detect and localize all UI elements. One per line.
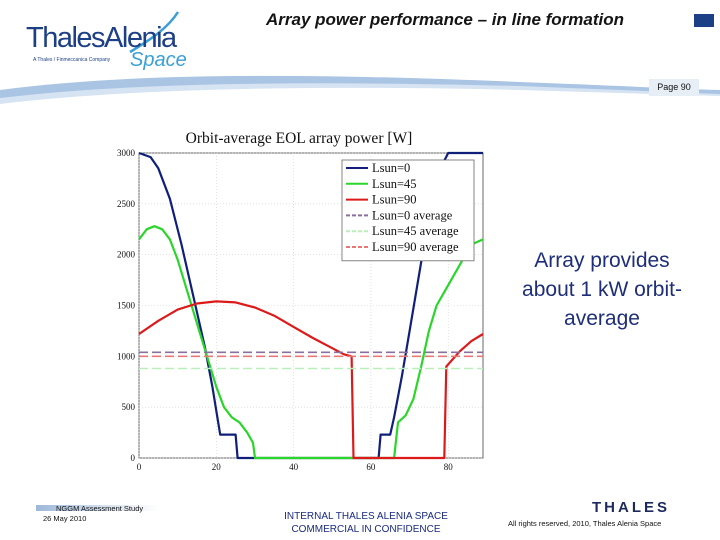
- y-tick-label: 2500: [117, 199, 136, 209]
- footer-rights: All rights reserved, 2010, Thales Alenia…: [508, 519, 662, 528]
- footer-confidentiality: INTERNAL THALES ALENIA SPACE COMMERCIAL …: [260, 510, 472, 536]
- legend-label: Lsun=45: [372, 177, 417, 191]
- side-note: Array provides about 1 kW orbit-average: [522, 249, 682, 330]
- x-tick-label: 40: [289, 462, 299, 472]
- legend-label: Lsun=45 average: [372, 224, 459, 238]
- footer-date: 26 May 2010: [43, 514, 87, 523]
- y-tick-label: 3000: [117, 148, 136, 158]
- legend-label: Lsun=90: [372, 193, 417, 207]
- logo-wordmark: ThalesAlenia: [26, 22, 177, 54]
- legend-label: Lsun=0: [372, 161, 410, 175]
- logo-tagline: A Thales / Finmeccanica Company: [33, 57, 111, 63]
- confidentiality-line-1: INTERNAL THALES ALENIA SPACE: [284, 511, 448, 522]
- series-line-lsun-45: [138, 225, 484, 460]
- company-logo: ThalesAlenia A Thales / Finmeccanica Com…: [6, 4, 206, 78]
- y-tick-label: 1000: [117, 351, 136, 361]
- footer-rule: [36, 505, 158, 511]
- header-swoosh: [0, 11, 720, 104]
- y-tick-label: 1500: [117, 301, 136, 311]
- footer-study: NGGM Assessment Study: [56, 504, 144, 513]
- x-tick-label: 80: [444, 462, 454, 472]
- x-tick-label: 60: [366, 462, 376, 472]
- legend-box: [341, 159, 475, 262]
- page-number: Page 90: [649, 79, 699, 96]
- x-tick-label: 20: [212, 462, 222, 472]
- y-tick-label: 2000: [117, 250, 136, 260]
- slide-title: Array power performance – in line format…: [265, 10, 625, 29]
- chart-title: Orbit-average EOL array power [W]: [186, 130, 413, 147]
- logo-space: Space: [130, 49, 187, 71]
- legend-label: Lsun=0 average: [372, 208, 453, 222]
- legend-label: Lsun=90 average: [372, 240, 459, 254]
- y-tick-label: 0: [131, 453, 136, 463]
- series-line-lsun-90: [138, 300, 484, 460]
- confidentiality-line-2: COMMERCIAL IN CONFIDENCE: [291, 524, 441, 535]
- x-tick-label: 0: [137, 462, 142, 472]
- thales-logo: THALES: [592, 499, 670, 516]
- y-tick-label: 500: [122, 402, 136, 412]
